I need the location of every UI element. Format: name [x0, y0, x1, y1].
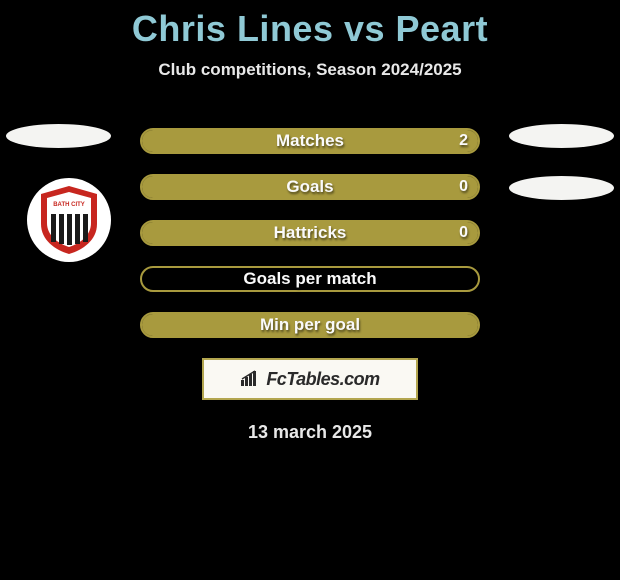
bar-chart-icon — [240, 370, 260, 388]
avatar-placeholder-left — [6, 124, 111, 148]
stat-label: Goals — [286, 177, 333, 197]
stat-value-right: 2 — [459, 132, 468, 150]
stat-value-right: 0 — [459, 224, 468, 242]
date-label: 13 march 2025 — [0, 422, 620, 443]
stat-row-matches: Matches 2 — [140, 128, 480, 154]
shield-icon: BATH CITY — [37, 184, 101, 256]
club-badge-left: BATH CITY — [27, 178, 111, 262]
stat-row-goals-per-match: Goals per match — [140, 266, 480, 292]
stat-row-hattricks: Hattricks 0 — [140, 220, 480, 246]
stat-value-right: 0 — [459, 178, 468, 196]
avatar-placeholder-right-1 — [509, 124, 614, 148]
attribution-logo[interactable]: FcTables.com — [202, 358, 418, 400]
stat-label: Goals per match — [243, 269, 376, 289]
stat-label: Hattricks — [274, 223, 347, 243]
stat-label: Matches — [276, 131, 344, 151]
attribution-text: FcTables.com — [266, 369, 379, 390]
stats-container: Matches 2 Goals 0 Hattricks 0 Goals per … — [140, 128, 480, 338]
stat-row-goals: Goals 0 — [140, 174, 480, 200]
avatar-placeholder-right-2 — [509, 176, 614, 200]
svg-text:BATH CITY: BATH CITY — [53, 202, 85, 208]
stat-row-min-per-goal: Min per goal — [140, 312, 480, 338]
subtitle: Club competitions, Season 2024/2025 — [0, 60, 620, 80]
page-title: Chris Lines vs Peart — [0, 0, 620, 50]
stat-label: Min per goal — [260, 315, 360, 335]
